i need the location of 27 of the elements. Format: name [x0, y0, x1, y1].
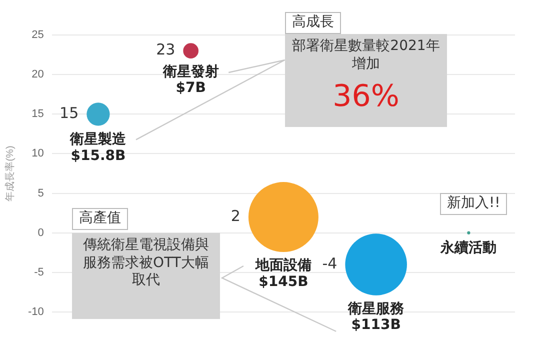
- y-tick-label: 15: [32, 108, 44, 120]
- annotation: 新加入!!: [440, 193, 508, 214]
- callout-box: 傳統衛星電視設備與服務需求被OTT大幅取代: [72, 233, 220, 319]
- data-label: 23: [156, 40, 176, 59]
- data-label: -4: [322, 254, 338, 272]
- x-tick-label: 衛星製造: [69, 131, 128, 148]
- y-tick-label: -5: [34, 266, 44, 278]
- text: 高成長: [285, 12, 341, 34]
- annotation: 36%: [332, 78, 400, 116]
- x-tick-label: 衛星服務: [347, 301, 406, 318]
- y-tick-label: 10: [32, 148, 44, 160]
- annotation: $15.8B: [70, 148, 126, 166]
- data-label: 15: [60, 104, 79, 122]
- y-tick-label: 0: [38, 226, 44, 239]
- y-tick-label: 20: [32, 68, 44, 81]
- y-axis-title: 年成長率(%): [4, 146, 16, 202]
- x-tick-label: 永續活動: [440, 239, 497, 256]
- y-tick-label: 25: [32, 29, 44, 42]
- annotation: 高產值: [72, 208, 128, 230]
- text: $113B: [351, 317, 401, 335]
- y-tick-label: -10: [28, 306, 44, 318]
- x-tick-label: 衛星發射: [162, 64, 219, 80]
- annotation: $145B: [258, 274, 308, 292]
- annotation: $7B: [176, 80, 206, 98]
- x-tick-label: 地面設備: [254, 258, 312, 274]
- y-tick-label: 5: [38, 187, 44, 200]
- data-label: 2: [230, 206, 240, 225]
